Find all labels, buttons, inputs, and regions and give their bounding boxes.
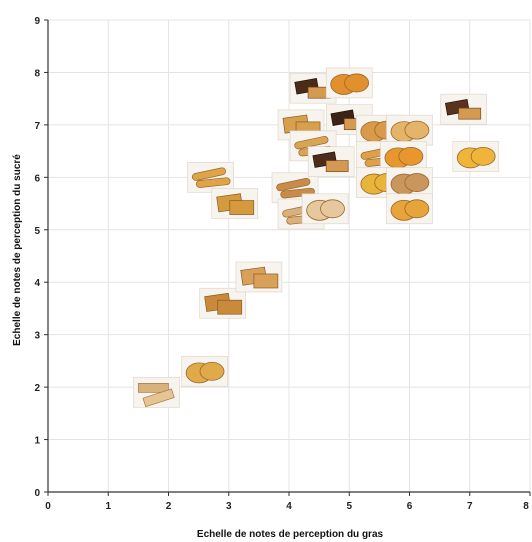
biscuit-shape [195,177,231,188]
x-tick-labels: 0 1 2 3 4 5 6 7 8 [45,501,529,512]
biscuit-point [187,162,234,193]
x-tick-label: 5 [346,501,352,512]
y-tick-label: 9 [34,16,40,27]
biscuit-point [181,356,228,387]
y-tick-label: 4 [34,278,40,289]
x-tick-label: 8 [523,501,529,512]
biscuit-shape [320,199,345,219]
x-tick-label: 7 [467,501,473,512]
y-tick-label: 1 [34,436,40,447]
data-points [133,67,500,408]
biscuit-shape [217,299,243,315]
biscuit-point [199,287,247,319]
biscuit-shape [344,73,370,93]
biscuit-shape [404,120,430,140]
biscuit-shape [325,160,349,172]
gridlines [48,19,531,492]
biscuit-point [301,193,349,225]
biscuit-shape [404,173,430,192]
biscuit-point [133,377,180,408]
biscuit-shape [276,177,311,192]
biscuit-shape [470,146,496,166]
biscuit-point [325,67,373,99]
x-tick-label: 1 [105,501,111,512]
x-axis-label: Echelle de notes de perception du gras [197,529,384,540]
y-tick-label: 2 [34,383,40,394]
biscuit-point [452,141,500,172]
x-tick-label: 2 [166,501,172,512]
biscuit-point [307,146,355,177]
x-tick-label: 3 [226,501,232,512]
biscuit-point [211,188,259,219]
biscuit-point [386,114,433,146]
y-axis-label: Echelle de notes de perception du sucré [12,154,23,346]
biscuit-point [386,193,433,225]
y-tick-label: 8 [34,68,40,79]
y-tick-label: 6 [34,173,40,184]
biscuit-shape [138,383,169,393]
y-tick-label: 7 [34,121,40,132]
y-tick-label: 5 [34,226,40,237]
biscuit-point [380,141,427,172]
biscuit-shape [398,146,424,166]
biscuit-shape [253,273,279,289]
x-tick-label: 6 [407,501,413,512]
biscuit-shape [458,107,482,120]
biscuit-point [386,167,433,198]
biscuit-point [440,93,488,125]
biscuit-shape [404,199,430,219]
biscuit-shape [294,135,329,150]
biscuit-shape [142,388,175,408]
biscuit-shape [229,200,255,215]
biscuit-shape [191,167,227,181]
axes [44,19,531,496]
biscuit-point [235,261,283,293]
x-tick-label: 0 [45,501,51,512]
x-tick-label: 4 [286,501,292,512]
biscuit-shape [199,361,225,381]
y-tick-label: 0 [34,488,40,499]
y-tick-labels: 0 1 2 3 4 5 6 7 8 9 [34,16,40,499]
y-tick-label: 3 [34,331,40,342]
